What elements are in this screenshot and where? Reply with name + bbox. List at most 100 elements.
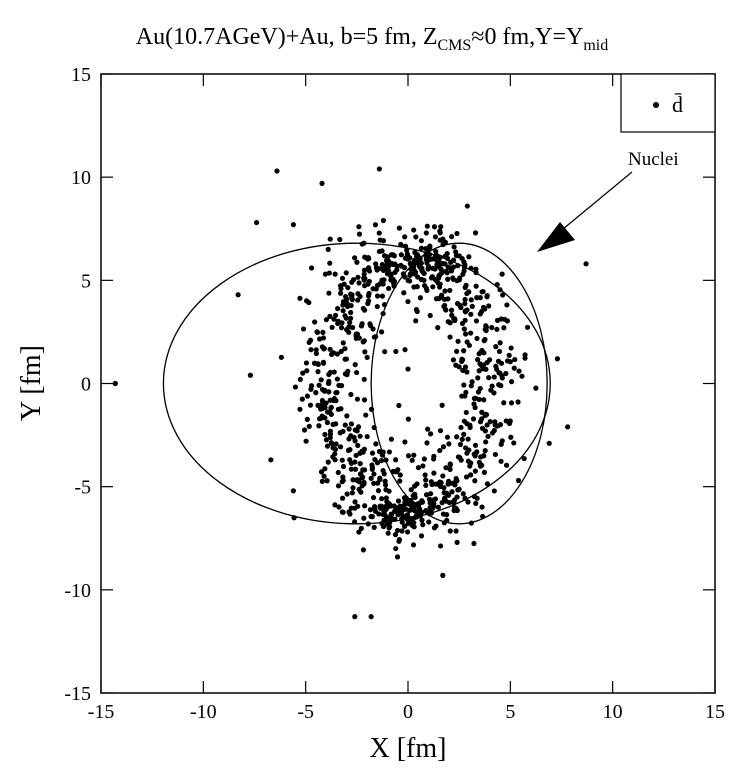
d-bar-point xyxy=(339,509,345,515)
d-bar-point xyxy=(492,419,498,425)
d-bar-point xyxy=(396,402,402,409)
d-bar-point xyxy=(353,331,359,337)
d-bar-point xyxy=(441,296,448,302)
d-bar-point xyxy=(453,528,459,534)
d-bar-point xyxy=(316,336,323,342)
d-bar-point xyxy=(465,499,471,505)
d-bar-point xyxy=(347,291,354,297)
d-bar-point xyxy=(501,316,508,322)
d-bar-point xyxy=(385,503,392,510)
legend: d̄ xyxy=(620,73,716,133)
d-bar-point xyxy=(424,223,430,229)
d-bar-point xyxy=(565,424,571,430)
d-bar-point xyxy=(345,285,351,291)
x-tick-labels: -15 -10 -5 0 5 10 15 xyxy=(88,701,725,723)
d-bar-point xyxy=(471,451,477,457)
d-bar-point xyxy=(376,230,382,236)
d-bar-point xyxy=(411,524,417,530)
d-bar-point xyxy=(472,478,478,484)
d-bar-point xyxy=(489,324,495,331)
d-bar-point xyxy=(426,496,433,502)
d-bar-point xyxy=(376,248,383,255)
d-bar-point xyxy=(344,413,350,419)
chart-title: Au(10.7AGeV)+Au, b=5 fm, ZCMS≈0 fm,Y=Ymi… xyxy=(136,24,608,54)
d-bar-point xyxy=(498,383,504,389)
d-bar-point xyxy=(369,513,375,520)
d-bar-point xyxy=(313,347,319,353)
d-bar-point xyxy=(342,422,348,428)
d-bar-point xyxy=(494,317,501,323)
d-bar-point xyxy=(385,530,391,536)
d-bar-point xyxy=(324,443,331,449)
d-bar-point xyxy=(454,507,460,514)
d-bar-point xyxy=(398,262,404,268)
d-bar-point xyxy=(554,356,561,362)
d-bar-point xyxy=(425,248,431,255)
d-bar-point xyxy=(479,409,485,415)
d-bar-point xyxy=(329,324,335,330)
d-bar-point xyxy=(326,270,332,276)
d-bar-point xyxy=(360,339,366,345)
d-bar-point xyxy=(332,502,338,508)
d-bar-point xyxy=(361,467,368,473)
d-bar-point xyxy=(380,238,387,244)
d-bar-point xyxy=(319,405,326,412)
d-bar-point xyxy=(468,472,474,478)
d-bar-point xyxy=(369,466,375,472)
d-bar-point xyxy=(423,508,429,514)
d-bar-point xyxy=(446,499,453,506)
d-bar-point xyxy=(468,297,474,303)
d-bar-point xyxy=(383,258,390,264)
d-bar-point xyxy=(368,406,375,412)
d-bar-point xyxy=(478,454,484,460)
d-bar-point xyxy=(423,230,429,236)
d-bar-point xyxy=(406,519,412,525)
d-bar-point xyxy=(388,511,394,517)
d-bar-point xyxy=(378,329,385,335)
d-bar-point xyxy=(412,249,418,256)
d-bar-point xyxy=(444,517,450,523)
d-bar-point xyxy=(503,462,510,468)
d-bar-point xyxy=(491,374,497,380)
d-bar-point xyxy=(374,293,381,299)
d-bar-point xyxy=(462,495,468,501)
d-bar-point xyxy=(360,305,366,312)
d-bar-point xyxy=(365,293,372,299)
d-bar-point xyxy=(368,475,374,481)
d-bar-point xyxy=(442,495,448,501)
d-bar-point xyxy=(423,477,429,483)
d-bar-point xyxy=(327,260,333,266)
x-tick-label: -15 xyxy=(88,701,115,723)
d-bar-point xyxy=(379,277,385,283)
d-bar-point xyxy=(235,292,241,298)
d-bar-point xyxy=(313,350,319,357)
d-bar-point xyxy=(344,326,350,333)
d-bar-point xyxy=(321,473,327,479)
d-bar-point xyxy=(411,271,418,277)
d-bar-point xyxy=(533,385,539,391)
d-bar-point xyxy=(301,427,308,433)
d-bar-point xyxy=(457,455,463,461)
d-bar-point xyxy=(297,295,303,301)
d-bar-point xyxy=(442,261,448,267)
d-bar-point xyxy=(433,248,439,255)
d-bar-point xyxy=(470,416,477,422)
d-bar-point xyxy=(332,457,338,463)
d-bar-point xyxy=(326,371,332,378)
d-bar-point xyxy=(407,272,413,279)
d-bar-point xyxy=(322,466,328,472)
d-bar-point xyxy=(522,355,528,361)
d-bar-point xyxy=(352,614,358,620)
d-bar-point xyxy=(319,180,325,186)
d-bar-point xyxy=(373,441,379,447)
d-bar-point xyxy=(367,507,373,513)
d-bar-point xyxy=(332,312,339,318)
d-bar-point xyxy=(445,319,451,325)
d-bar-point xyxy=(435,504,441,510)
d-bar-point xyxy=(345,447,352,453)
d-bar-point xyxy=(339,275,346,281)
d-bar-point xyxy=(399,528,405,534)
d-bar-point xyxy=(415,254,421,261)
d-bar-point xyxy=(326,290,332,296)
d-bar-point xyxy=(290,222,296,228)
